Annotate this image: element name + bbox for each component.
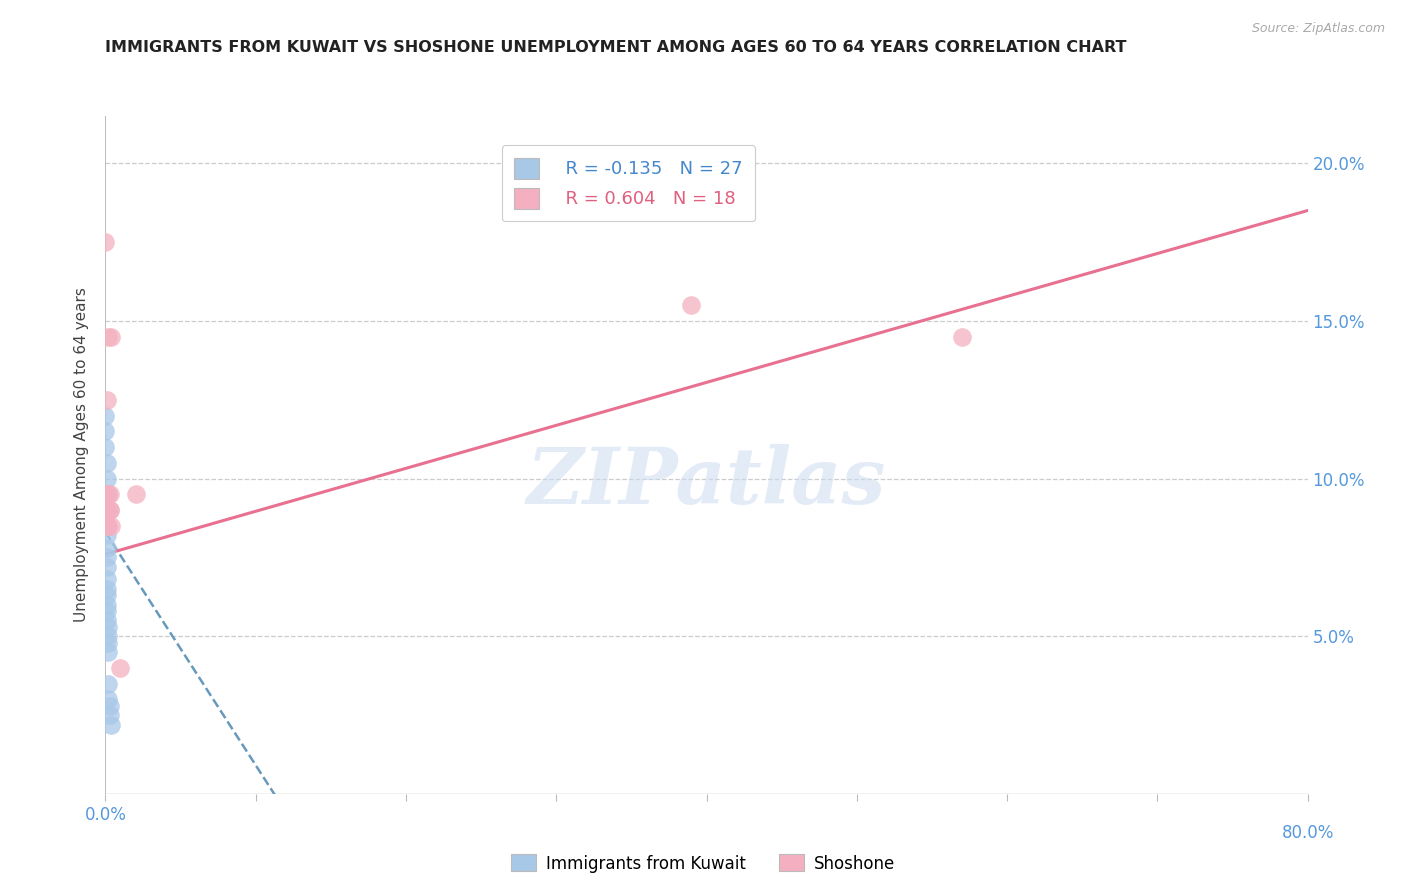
Point: [124, 487, 146, 501]
Point: [96, 503, 118, 517]
Point: [100, 717, 122, 731]
Point: [98, 503, 121, 517]
Legend: Immigrants from Kuwait, Shoshone: Immigrants from Kuwait, Shoshone: [505, 847, 901, 880]
Point: [681, 298, 703, 312]
Text: 80.0%: 80.0%: [1281, 824, 1334, 842]
Point: [97, 645, 120, 659]
Point: [100, 329, 122, 343]
Point: [96, 582, 118, 596]
Point: [98, 487, 121, 501]
Text: IMMIGRANTS FROM KUWAIT VS SHOSHONE UNEMPLOYMENT AMONG AGES 60 TO 64 YEARS CORREL: IMMIGRANTS FROM KUWAIT VS SHOSHONE UNEMP…: [105, 40, 1128, 55]
Point: [97, 620, 120, 634]
Point: [100, 519, 122, 533]
Point: [98, 503, 121, 517]
Point: [97, 629, 120, 643]
Point: [97, 635, 120, 649]
Point: [950, 329, 973, 343]
Point: [96, 472, 118, 486]
Point: [96, 614, 118, 628]
Point: [96, 519, 118, 533]
Point: [96, 588, 118, 602]
Point: [96, 573, 118, 587]
Point: [96, 528, 118, 542]
Point: [98, 708, 121, 723]
Point: [96, 503, 118, 517]
Point: [97, 692, 120, 706]
Point: [96, 559, 118, 574]
Point: [98, 698, 121, 713]
Point: [97, 676, 120, 690]
Point: [97, 519, 120, 533]
Point: [96, 456, 118, 470]
Point: [96, 550, 118, 565]
Point: [96, 604, 118, 618]
Point: [94, 424, 117, 438]
Point: [94, 487, 117, 501]
Point: [94, 440, 117, 454]
Text: Source: ZipAtlas.com: Source: ZipAtlas.com: [1251, 22, 1385, 36]
Point: [96, 503, 118, 517]
Point: [96, 392, 118, 407]
Legend:   R = -0.135   N = 27,   R = 0.604   N = 18: R = -0.135 N = 27, R = 0.604 N = 18: [502, 145, 755, 221]
Point: [97, 329, 120, 343]
Point: [110, 661, 132, 675]
Point: [97, 487, 120, 501]
Point: [94, 409, 117, 423]
Point: [96, 598, 118, 612]
Text: ZIPatlas: ZIPatlas: [527, 444, 886, 520]
Y-axis label: Unemployment Among Ages 60 to 64 years: Unemployment Among Ages 60 to 64 years: [75, 287, 90, 623]
Point: [96, 487, 118, 501]
Point: [96, 541, 118, 555]
Point: [96, 519, 118, 533]
Point: [94, 235, 117, 249]
